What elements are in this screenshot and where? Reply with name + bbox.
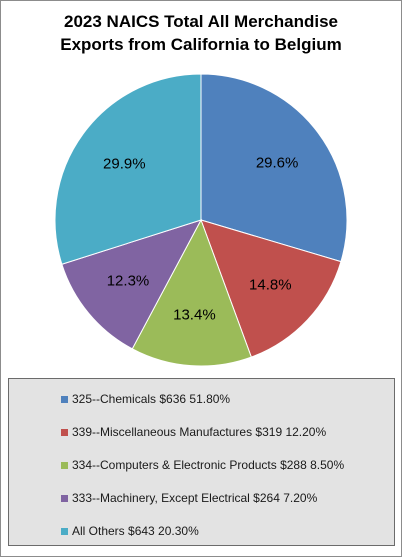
legend-swatch <box>61 395 68 403</box>
legend-swatch <box>61 428 68 436</box>
legend: 325--Chemicals $636 51.80% 339--Miscella… <box>8 378 395 546</box>
slice-percent-label-4: 29.9% <box>103 155 146 172</box>
legend-swatch <box>61 494 68 502</box>
legend-swatch <box>61 461 68 469</box>
pie-slice-1 <box>200 219 342 358</box>
legend-item-machinery: 333--Machinery, Except Electrical $264 7… <box>61 491 317 505</box>
chart-title-line-1: 2023 NAICS Total All Merchandise <box>64 12 338 31</box>
legend-label: 334--Computers & Electronic Products $28… <box>72 458 345 472</box>
legend-label: All Others $643 20.30% <box>72 524 199 538</box>
pie-slice-0 <box>200 73 348 263</box>
pie-slice-3 <box>61 219 203 350</box>
legend-item-computers-electronics: 334--Computers & Electronic Products $28… <box>61 458 344 472</box>
pie-slice-4 <box>54 73 202 265</box>
legend-label: 325--Chemicals $636 51.80% <box>72 392 231 406</box>
legend-item-misc-manufactures: 339--Miscellaneous Manufactures $319 12.… <box>61 425 326 439</box>
legend-label: 339--Miscellaneous Manufactures $319 12.… <box>72 425 327 439</box>
slice-percent-label-1: 14.8% <box>249 277 292 294</box>
legend-item-chemicals: 325--Chemicals $636 51.80% <box>61 392 230 406</box>
chart-title-line-2: Exports from California to Belgium <box>60 35 342 54</box>
slice-percent-label-0: 29.6% <box>256 155 299 172</box>
legend-item-all-others: All Others $643 20.30% <box>61 524 199 538</box>
legend-label: 333--Machinery, Except Electrical $264 7… <box>72 491 318 505</box>
slice-percent-label-2: 13.4% <box>173 306 216 323</box>
legend-swatch <box>61 527 68 535</box>
chart-title: 2023 NAICS Total All Merchandise Exports… <box>0 10 402 56</box>
slice-percent-label-3: 12.3% <box>107 272 150 289</box>
pie-slice-2 <box>131 218 252 367</box>
